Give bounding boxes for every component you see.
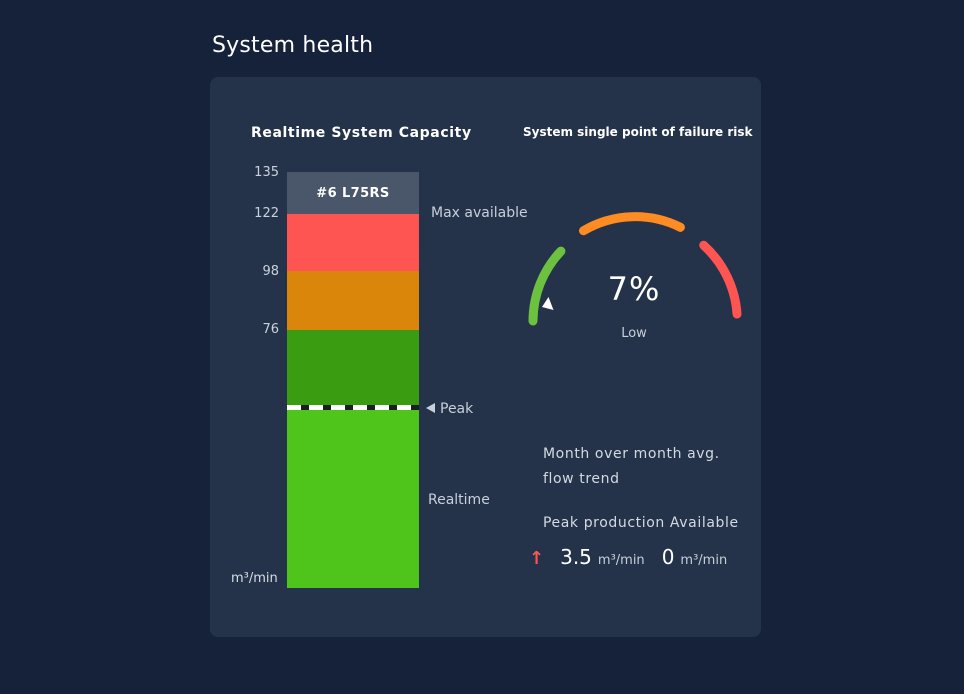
available-value: 0 (661, 545, 675, 569)
risk-status: Low (621, 326, 647, 341)
axis-tick-135: 135 (254, 165, 279, 180)
normal-load-segment (287, 330, 419, 408)
page-title: System health (212, 33, 374, 58)
system-health-card: Realtime System Capacity 135 122 98 76 m… (210, 77, 761, 637)
available-unit: m³/min (680, 553, 728, 568)
risk-gauge (528, 212, 742, 326)
medium-load-segment (287, 271, 419, 330)
peak-available-label: Peak production Available (543, 515, 739, 531)
arrow-up-icon: ↑ (529, 548, 545, 569)
max-available-label: Max available (431, 205, 528, 221)
capacity-bar: #6 L75RS (287, 172, 419, 588)
axis-tick-98: 98 (262, 264, 279, 279)
gauge-low-arc (528, 246, 566, 326)
high-load-segment (287, 214, 419, 271)
peak-label-group: Peak (426, 401, 473, 417)
axis-unit-label: m³/min (231, 571, 278, 586)
peak-production-value: 3.5 (560, 545, 592, 569)
gauge-medium-arc (579, 212, 685, 236)
realtime-segment (287, 408, 419, 588)
gauge-high-arc (699, 240, 742, 319)
peak-production-unit: m³/min (597, 553, 645, 568)
trend-metrics: ↑ 3.5 m³/min 0 m³/min (529, 545, 744, 569)
axis-tick-76: 76 (262, 322, 279, 337)
realtime-label: Realtime (428, 492, 490, 508)
reserve-segment: #6 L75RS (287, 172, 419, 214)
peak-arrow-icon (426, 403, 435, 413)
risk-value: 7% (607, 270, 661, 308)
capacity-chart-title: Realtime System Capacity (251, 125, 472, 141)
gauge-pointer-icon (542, 297, 554, 310)
axis-tick-122: 122 (254, 206, 279, 221)
peak-label: Peak (440, 401, 474, 417)
risk-title: System single point of failure risk (523, 125, 753, 139)
peak-marker-line (287, 405, 419, 410)
flow-trend-label: Month over month avg. flow trend (543, 446, 720, 487)
